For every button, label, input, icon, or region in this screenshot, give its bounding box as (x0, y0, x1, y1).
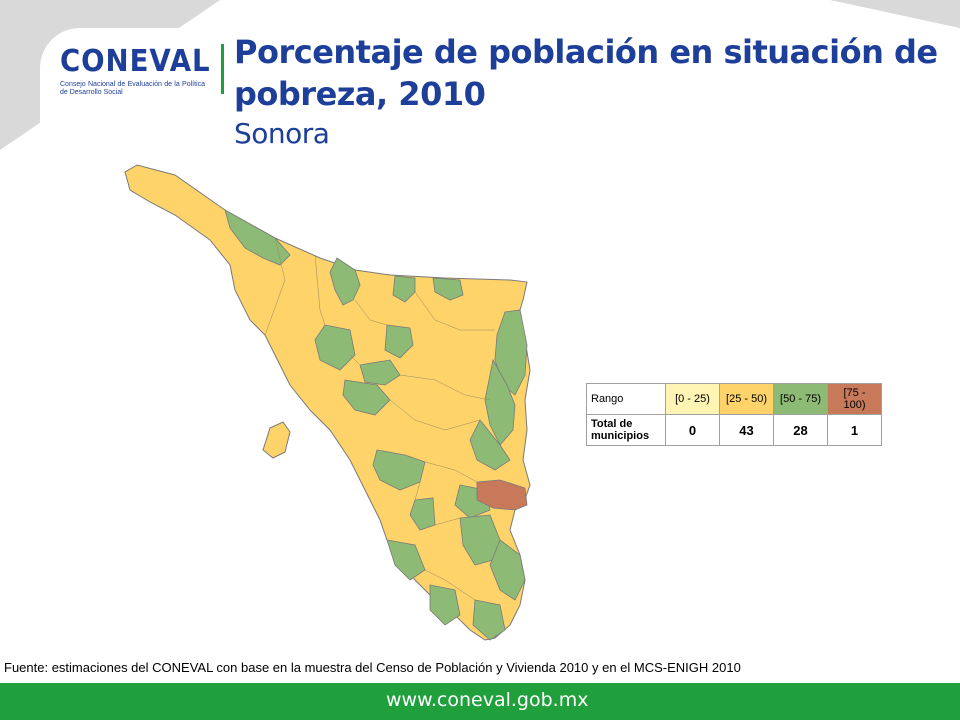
map-municipio-green (224, 209, 291, 266)
logo-wordmark: CONEVAL (60, 44, 211, 79)
map-municipio-green (409, 497, 436, 531)
logo-subtitle: Consejo Nacional de Evaluación de la Pol… (60, 81, 205, 96)
map-municipio-green (429, 584, 461, 626)
map-border-lines (424, 569, 476, 601)
legend-label-range: Rango (586, 383, 666, 415)
footer-bar (0, 683, 960, 720)
map-border-lines (349, 354, 361, 366)
legend-row-total: Total de municipios 0 43 28 1 (586, 414, 882, 446)
map-border-lines (414, 291, 495, 331)
map-border-lines (424, 461, 478, 483)
map-municipio-green (329, 257, 361, 306)
title-divider (221, 44, 224, 94)
map-municipio-green (469, 419, 511, 471)
map-municipio-green (392, 275, 416, 303)
map-municipio-green (484, 358, 516, 446)
map-border-lines (314, 254, 326, 326)
map-municipio-green (386, 539, 426, 581)
corner-decoration-right (830, 0, 960, 28)
legend-range-0: [0 - 25) (665, 383, 720, 415)
legend-count-0: 0 (665, 414, 720, 446)
map-border-lines (389, 399, 481, 431)
sonora-map (124, 164, 531, 641)
map-municipio-green (432, 277, 464, 301)
legend-range-3: [75 - 100) (827, 383, 882, 415)
map-municipio-green (342, 379, 391, 416)
page-title: Porcentaje de población en situación de … (234, 33, 938, 113)
map-border-lines (264, 237, 286, 336)
header-card (40, 28, 960, 158)
map-border-lines (414, 481, 421, 501)
source-note: Fuente: estimaciones del CONEVAL con bas… (4, 660, 741, 675)
map-municipio-green (359, 359, 401, 386)
legend-range-2: [50 - 75) (773, 383, 828, 415)
coneval-logo: CONEVAL Consejo Nacional de Evaluación d… (60, 46, 210, 97)
map-border-lines (434, 517, 461, 526)
legend-table: Rango [0 - 25) [25 - 50) [50 - 75) [75 -… (586, 383, 882, 446)
map-island-tiburon (262, 421, 291, 459)
map-municipio-green (314, 324, 356, 371)
legend-count-3: 1 (827, 414, 882, 446)
legend-label-total: Total de municipios (586, 414, 666, 446)
legend-range-1: [25 - 50) (719, 383, 774, 415)
map-municipio-green (372, 449, 426, 491)
map-municipio-green (489, 539, 526, 601)
legend-count-1: 43 (719, 414, 774, 446)
map-municipio-green (384, 324, 414, 359)
map-state-outline (124, 164, 531, 641)
map-border-lines (354, 299, 388, 326)
map-border-lines (399, 374, 491, 401)
footer-url-link[interactable]: www.coneval.gob.mx (386, 689, 589, 711)
map-municipio-green (494, 309, 528, 396)
legend-row-range: Rango [0 - 25) [25 - 50) [50 - 75) [75 -… (586, 383, 882, 415)
page-subtitle: Sonora (234, 117, 330, 150)
map-municipio-green (472, 599, 506, 641)
legend-count-2: 28 (773, 414, 828, 446)
map-municipio-red (476, 479, 528, 511)
